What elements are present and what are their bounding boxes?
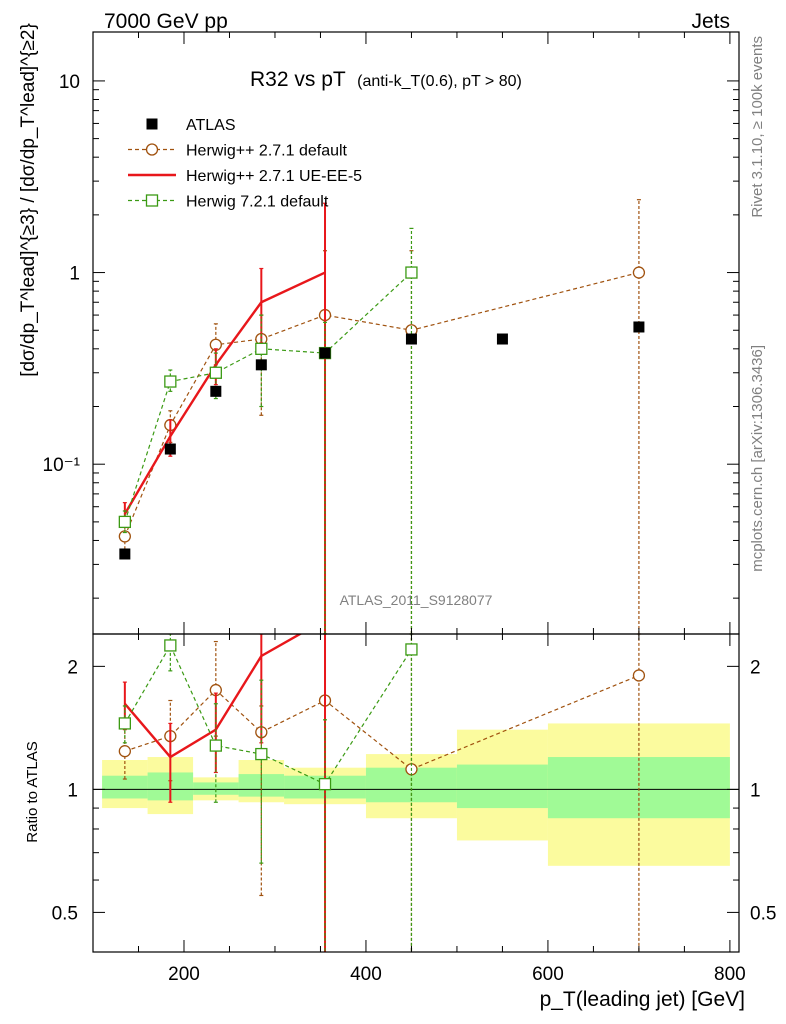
ratio-band-inner bbox=[193, 782, 239, 795]
herwig721-default-series bbox=[118, 634, 418, 952]
herwig271-default-point bbox=[145, 143, 159, 156]
legend-item: Herwig++ 2.7.1 default bbox=[128, 143, 348, 160]
series-line bbox=[124, 644, 412, 785]
series-line bbox=[123, 634, 303, 759]
ratio-bands bbox=[102, 723, 730, 866]
ratio-plot-series bbox=[118, 634, 646, 952]
series-line bbox=[124, 271, 640, 537]
atlas-data-point bbox=[210, 385, 222, 397]
legend-label: Herwig++ 2.7.1 UE-EE-5 bbox=[186, 168, 362, 185]
ratio-y-tick-label: 1 bbox=[67, 780, 78, 801]
atlas-data-point bbox=[119, 548, 131, 560]
herwig271-default-point bbox=[632, 266, 646, 279]
x-tick-label: 600 bbox=[532, 964, 564, 985]
herwig271-default-point bbox=[118, 745, 131, 758]
x-tick-label: 400 bbox=[350, 964, 382, 985]
herwig721-default-series bbox=[118, 227, 418, 634]
herwig721-default-point bbox=[118, 717, 131, 730]
main-y-axis-label: [dσ/dp_T^lead]^{≥3} / [dσ/dp_T^lead]^{≥2… bbox=[18, 23, 39, 377]
main-y-tick-label: 10⁻¹ bbox=[43, 455, 81, 476]
herwig721-default-point bbox=[209, 366, 222, 379]
legend: ATLAS Herwig++ 2.7.1 default Herwig++ 2.7.… bbox=[128, 117, 362, 211]
x-axis-label: p_T(leading jet) [GeV] bbox=[540, 988, 745, 1011]
main-title-subtext: (anti-k_T(0.6), pT > 80) bbox=[357, 73, 522, 90]
side-label-rivet: Rivet 3.1.10, ≥ 100k events bbox=[749, 36, 766, 218]
legend-label: ATLAS bbox=[186, 117, 236, 134]
ratio-y-tick-label-right: 1 bbox=[750, 780, 761, 801]
main-plot-series bbox=[118, 199, 646, 634]
herwig721-default-point bbox=[318, 777, 332, 791]
atlas-series bbox=[119, 321, 645, 560]
ratio-band-inner bbox=[456, 764, 548, 809]
header-left: 7000 GeV pp bbox=[104, 10, 228, 33]
herwig721-default-point bbox=[209, 739, 222, 752]
ratio-y-tick-label-right: 0.5 bbox=[750, 903, 776, 924]
series-line bbox=[123, 271, 326, 515]
atlas-data-point bbox=[633, 321, 645, 333]
main-y-tick-label: 1 bbox=[69, 264, 80, 285]
ratio-y-tick-label: 2 bbox=[67, 657, 78, 678]
herwig271-ueee5-series bbox=[122, 202, 328, 634]
atlas-data-point bbox=[496, 333, 508, 345]
atlas-data-point bbox=[255, 359, 267, 371]
herwig721-default-point bbox=[145, 194, 159, 207]
axis-ticks: 200 400 600 800 10⁻¹ 1 10 0.5 0.5 1 1 2 2 bbox=[43, 32, 776, 985]
main-title-text: R32 vs pT bbox=[250, 68, 346, 91]
legend-label: Herwig 7.2.1 default bbox=[186, 194, 329, 211]
series-line bbox=[124, 272, 412, 523]
atlas-data-point bbox=[405, 333, 417, 345]
herwig721-default-point bbox=[164, 375, 177, 388]
herwig721-default-point bbox=[255, 342, 268, 355]
ratio-band-inner bbox=[102, 775, 148, 799]
main-y-tick-label: 10 bbox=[59, 72, 80, 93]
herwig721-default-point bbox=[405, 266, 418, 279]
main-title: R32 vs pT (anti-k_T(0.6), pT > 80) bbox=[250, 68, 522, 91]
herwig721-default-point bbox=[118, 515, 131, 529]
side-label-mcplots: mcplots.cern.ch [arXiv:1306.3436] bbox=[749, 345, 766, 572]
atlas-data-point bbox=[146, 118, 158, 130]
legend-item: Herwig 7.2.1 default bbox=[128, 194, 329, 211]
herwig271-default-point bbox=[632, 669, 646, 682]
header-right: Jets bbox=[691, 10, 730, 33]
x-tick-label: 200 bbox=[168, 964, 200, 985]
watermark: ATLAS_2011_S9128077 bbox=[340, 592, 493, 608]
atlas-data-point bbox=[164, 443, 176, 455]
legend-item: ATLAS bbox=[146, 117, 236, 134]
herwig271-default-series bbox=[118, 199, 646, 634]
herwig721-default-point bbox=[405, 643, 418, 656]
ratio-y-tick-label-right: 2 bbox=[750, 657, 761, 678]
legend-item: Herwig++ 2.7.1 UE-EE-5 bbox=[128, 168, 362, 185]
ratio-plot-frame bbox=[92, 633, 740, 953]
legend-label: Herwig++ 2.7.1 default bbox=[186, 143, 348, 160]
ratio-y-axis-label: Ratio to ATLAS bbox=[24, 741, 41, 842]
ratio-y-tick-label: 0.5 bbox=[52, 903, 78, 924]
herwig721-default-point bbox=[255, 747, 268, 761]
atlas-data-point bbox=[319, 347, 331, 359]
x-tick-label: 800 bbox=[714, 964, 746, 985]
herwig721-default-point bbox=[164, 639, 177, 652]
